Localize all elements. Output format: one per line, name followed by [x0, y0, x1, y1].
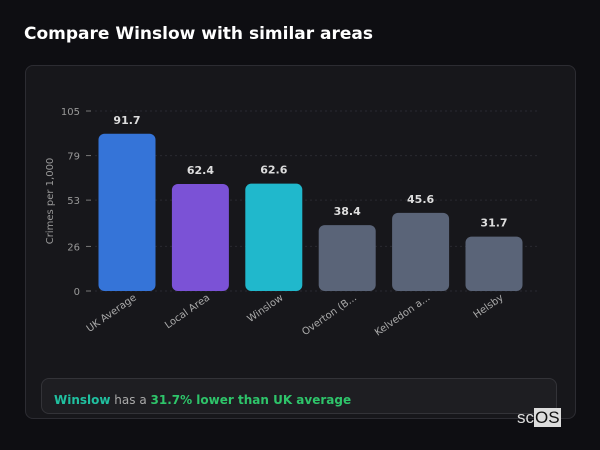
y-axis-label: Crimes per 1,000 [45, 158, 56, 245]
bar[interactable] [98, 133, 156, 291]
summary-note: Winslow has a 31.7% lower than UK averag… [41, 378, 557, 414]
x-tick-label: UK Average [85, 292, 139, 334]
bar-value-label: 45.6 [407, 193, 434, 206]
bar-value-label: 38.4 [334, 205, 361, 218]
scos-logo: scOS [517, 408, 561, 427]
y-tick-label: 79 [67, 152, 80, 163]
bar-value-label: 91.7 [113, 114, 140, 127]
bar[interactable] [392, 212, 450, 291]
bar[interactable] [465, 236, 523, 291]
x-tick-label: Overton (B... [300, 292, 359, 338]
y-tick-label: 53 [67, 196, 80, 207]
bar[interactable] [171, 184, 229, 291]
y-tick-label: 0 [74, 287, 80, 298]
bar-value-label: 31.7 [480, 217, 507, 230]
x-tick-label: Kelvedon a... [373, 292, 432, 338]
bar[interactable] [318, 225, 376, 291]
page-title: Compare Winslow with similar areas [24, 24, 374, 44]
x-tick-label: Local Area [163, 292, 212, 331]
area-name: Winslow [54, 393, 111, 407]
y-tick-label: 105 [61, 107, 80, 118]
bar-value-label: 62.4 [187, 164, 214, 177]
note-text: has a [110, 393, 151, 407]
y-tick-label: 26 [67, 242, 80, 253]
bar-value-label: 62.6 [260, 164, 287, 177]
comparison-highlight: 31.7% lower than UK average [150, 393, 352, 407]
bar[interactable] [245, 183, 303, 291]
x-tick-label: Winslow [246, 292, 286, 325]
x-tick-label: Helsby [472, 292, 506, 321]
